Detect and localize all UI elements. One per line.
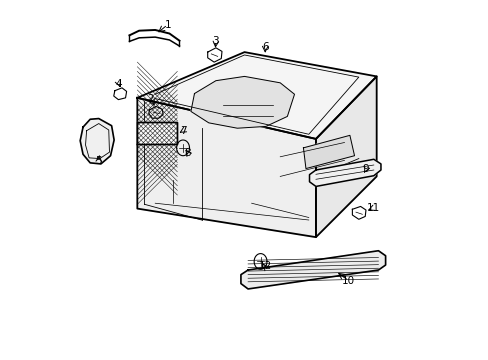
Text: 10: 10 bbox=[342, 276, 355, 286]
Polygon shape bbox=[137, 98, 315, 237]
Polygon shape bbox=[137, 52, 376, 139]
Polygon shape bbox=[241, 251, 385, 289]
Text: 12: 12 bbox=[258, 261, 271, 271]
Polygon shape bbox=[80, 118, 114, 164]
Text: 3: 3 bbox=[212, 36, 219, 46]
Polygon shape bbox=[303, 135, 354, 168]
Polygon shape bbox=[190, 76, 294, 128]
Polygon shape bbox=[137, 122, 177, 144]
Text: 1: 1 bbox=[164, 19, 171, 30]
Text: 5: 5 bbox=[95, 157, 102, 166]
Polygon shape bbox=[315, 76, 376, 237]
Text: 4: 4 bbox=[115, 78, 122, 89]
Text: 6: 6 bbox=[262, 42, 268, 52]
Text: 11: 11 bbox=[366, 203, 380, 213]
Text: 7: 7 bbox=[180, 126, 186, 136]
Polygon shape bbox=[309, 159, 380, 186]
Text: 2: 2 bbox=[147, 94, 154, 104]
Text: 8: 8 bbox=[184, 148, 191, 158]
Text: 9: 9 bbox=[362, 164, 368, 174]
